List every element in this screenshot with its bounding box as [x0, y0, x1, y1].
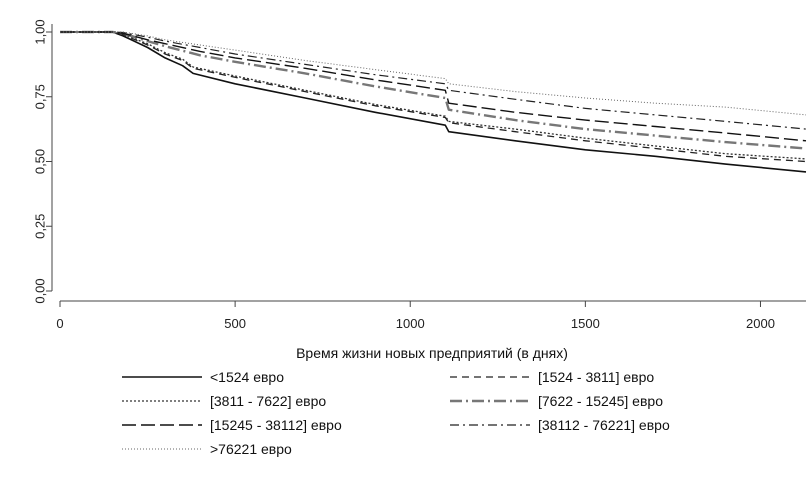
legend-label-4: [7622 - 15245] евро — [538, 393, 663, 409]
y-tick-label: 1,00 — [33, 19, 48, 44]
series-line-4 — [60, 30, 807, 150]
x-tick-label: 1500 — [571, 316, 600, 331]
legend-label-5: [15245 - 38112] евро — [210, 417, 342, 433]
plot-lines — [60, 30, 807, 173]
series-line-2 — [60, 31, 807, 163]
x-axis-label: Время жизни новых предприятий (в днях) — [296, 345, 568, 361]
y-tick-label: 0,00 — [33, 278, 48, 303]
legend-label-2: [1524 - 3811] евро — [538, 369, 654, 385]
legend: <1524 евро [1524 - 3811] евро [3811 - 7622… — [122, 369, 670, 457]
y-tick-label: 0,75 — [33, 84, 48, 109]
series-line-3 — [60, 31, 807, 160]
y-tick-label: 0,50 — [33, 149, 48, 174]
legend-label-7: >76221 евро — [210, 441, 292, 457]
y-tick-label: 0,25 — [33, 214, 48, 239]
series-line-7 — [60, 31, 807, 116]
axes: 0,00 0,25 0,50 0,75 1,00 0 500 1000 1500 2000 — [33, 19, 806, 331]
legend-label-3: [3811 - 7622] евро — [210, 393, 326, 409]
x-tick-label: 1000 — [396, 316, 425, 331]
x-tick-label: 500 — [224, 316, 246, 331]
legend-label-1: <1524 евро — [210, 369, 284, 385]
legend-label-6: [38112 - 76221] евро — [538, 417, 670, 433]
x-tick-label: 0 — [56, 316, 63, 331]
series-line-5 — [60, 31, 807, 142]
x-tick-label: 2000 — [746, 316, 775, 331]
series-line-1 — [60, 31, 807, 173]
